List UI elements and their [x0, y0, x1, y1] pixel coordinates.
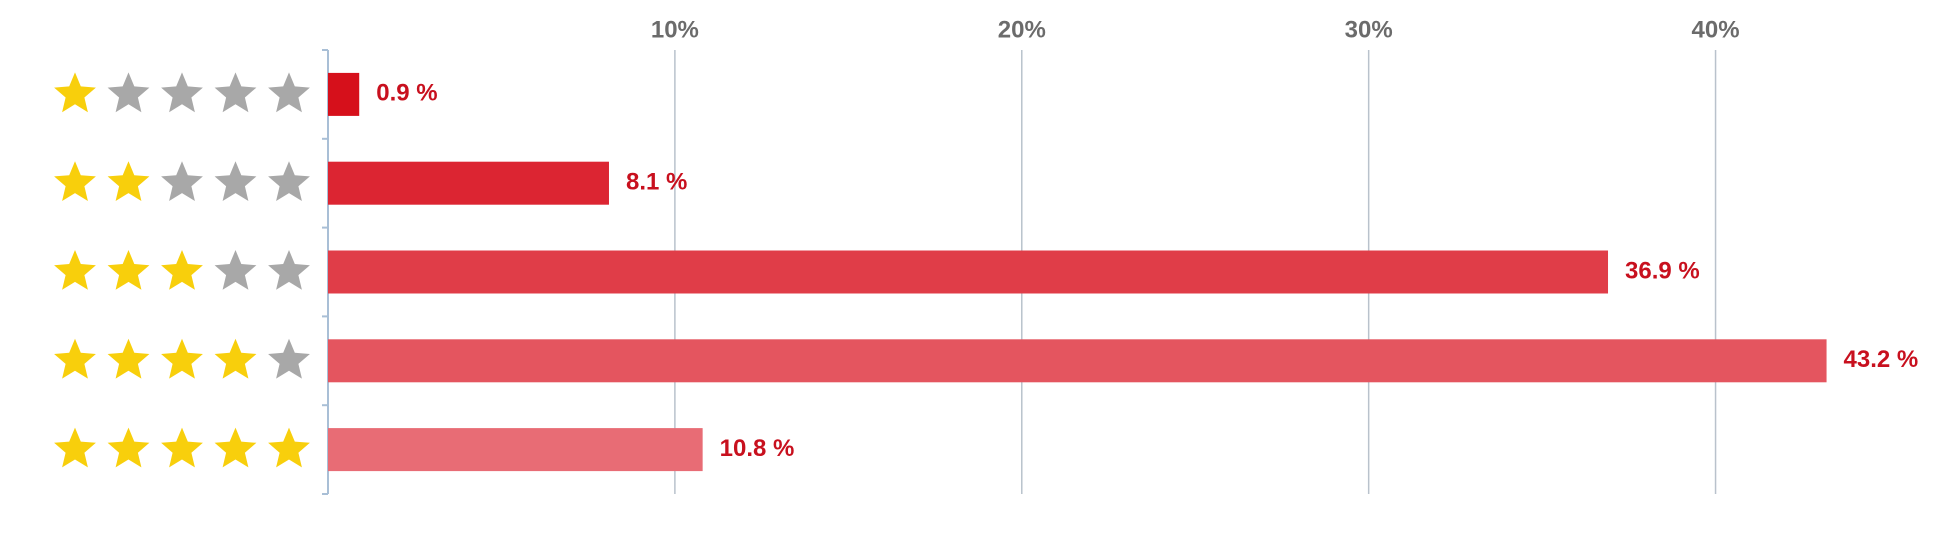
value-label: 10.8 %	[720, 435, 795, 462]
x-tick-label: 40%	[1692, 16, 1740, 43]
star-filled	[54, 427, 96, 468]
value-label: 36.9 %	[1625, 257, 1700, 284]
star-rating	[54, 161, 310, 201]
star-empty	[107, 72, 150, 113]
star-rating	[54, 250, 310, 290]
bar	[328, 161, 609, 205]
star-filled	[54, 250, 96, 290]
x-tick-label: 30%	[1345, 16, 1393, 43]
star-filled	[54, 72, 96, 113]
star-rating	[54, 338, 310, 379]
bar	[328, 339, 1827, 383]
star-filled	[214, 427, 257, 468]
star-empty	[268, 72, 310, 113]
star-empty	[214, 250, 257, 290]
star-empty	[214, 161, 257, 201]
value-label: 8.1 %	[626, 169, 687, 196]
star-empty	[268, 338, 310, 379]
x-tick-label: 10%	[651, 16, 699, 43]
star-empty	[268, 250, 310, 290]
star-filled	[107, 427, 150, 468]
star-filled	[107, 161, 150, 201]
star-filled	[54, 161, 96, 201]
bar	[328, 250, 1609, 294]
star-empty	[268, 161, 310, 201]
star-empty	[161, 72, 203, 113]
star-filled	[161, 250, 203, 290]
bar	[328, 72, 360, 116]
star-filled	[214, 338, 257, 379]
value-label: 0.9 %	[376, 80, 437, 107]
star-filled	[54, 338, 96, 379]
star-filled	[107, 250, 150, 290]
star-rating	[54, 72, 310, 113]
star-rating	[54, 427, 310, 468]
bar	[328, 428, 703, 472]
star-filled	[161, 338, 203, 379]
value-label: 43.2 %	[1844, 346, 1919, 373]
star-filled	[107, 338, 150, 379]
star-empty	[214, 72, 257, 113]
star-filled	[268, 427, 310, 468]
star-empty	[161, 161, 203, 201]
star-filled	[161, 427, 203, 468]
x-tick-label: 20%	[998, 16, 1046, 43]
